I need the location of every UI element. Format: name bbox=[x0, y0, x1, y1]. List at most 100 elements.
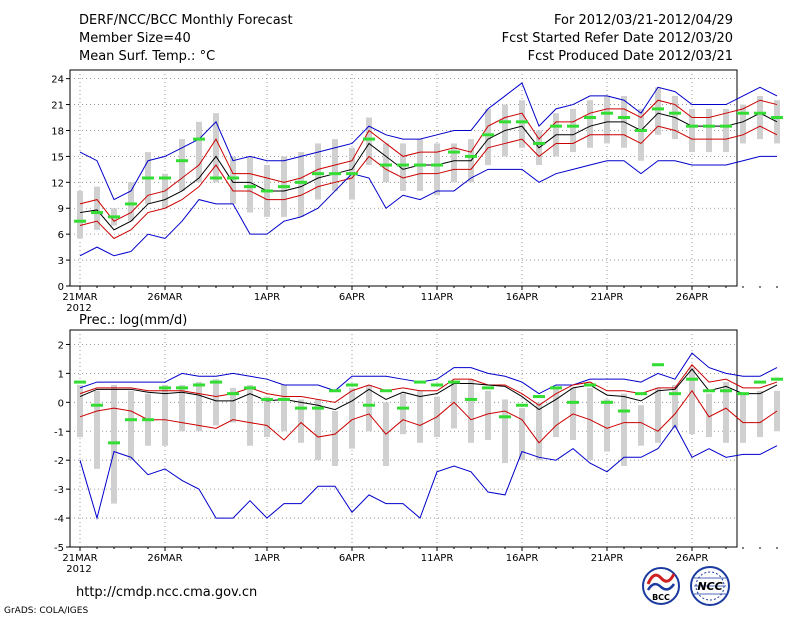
spread-box bbox=[179, 384, 185, 432]
observed-marker bbox=[482, 386, 494, 390]
spread-box bbox=[740, 393, 746, 443]
observed-marker bbox=[329, 172, 341, 176]
x-tick-label: 21MAR bbox=[62, 292, 97, 303]
y-tick-label: 0 bbox=[58, 398, 64, 409]
source-url[interactable]: http://cmdp.ncc.cma.gov.cn bbox=[76, 585, 257, 600]
spread-box bbox=[400, 393, 406, 435]
observed-marker bbox=[448, 150, 460, 154]
spread-box bbox=[179, 139, 185, 191]
series-line-min bbox=[79, 424, 778, 520]
observed-marker bbox=[312, 406, 324, 410]
x-tick-label: 16APR bbox=[506, 292, 539, 303]
x-tick-label: 26MAR bbox=[147, 292, 182, 303]
spread-box bbox=[77, 190, 83, 239]
ncc-logo-text: NCC bbox=[697, 580, 722, 593]
y-tick-label: 3 bbox=[58, 256, 64, 267]
plot-frame bbox=[69, 329, 738, 548]
observed-marker bbox=[754, 380, 766, 384]
spread-box bbox=[298, 399, 304, 443]
observed-marker bbox=[295, 180, 307, 184]
spread-box bbox=[434, 143, 440, 196]
member-size-label: Member Size=40 bbox=[79, 31, 191, 46]
y-tick-label: 2 bbox=[58, 340, 64, 351]
observed-marker bbox=[652, 107, 664, 111]
observed-marker bbox=[363, 403, 375, 407]
observed-marker bbox=[329, 389, 341, 393]
observed-marker bbox=[686, 124, 698, 128]
observed-marker bbox=[720, 389, 732, 393]
spread-box bbox=[247, 156, 253, 213]
observed-marker bbox=[635, 392, 647, 396]
spread-box bbox=[247, 384, 253, 446]
observed-marker bbox=[193, 137, 205, 141]
y-tick-label: 18 bbox=[51, 126, 64, 137]
x-tick-label: 6APR bbox=[339, 292, 365, 303]
spread-box bbox=[332, 411, 338, 466]
x-year-label: 2012 bbox=[66, 303, 91, 314]
x-tick-label: 16APR bbox=[506, 553, 539, 564]
series-line-mean bbox=[79, 112, 778, 231]
spread-box bbox=[77, 384, 83, 438]
observed-marker bbox=[108, 441, 120, 445]
series-line-mean bbox=[79, 368, 778, 411]
spread-box bbox=[196, 382, 202, 432]
spread-box bbox=[315, 399, 321, 461]
bcc-logo-text: BCC bbox=[652, 593, 670, 602]
observed-marker bbox=[278, 185, 290, 189]
observed-marker bbox=[550, 124, 562, 128]
observed-marker bbox=[567, 124, 579, 128]
spread-box bbox=[451, 143, 457, 183]
grads-credit: GrADS: COLA/IGES bbox=[4, 606, 88, 616]
observed-marker bbox=[295, 406, 307, 410]
observed-marker bbox=[618, 409, 630, 413]
spread-box bbox=[264, 396, 270, 438]
spread-box bbox=[94, 186, 100, 230]
spread-box bbox=[281, 384, 287, 432]
y-tick-label: -1 bbox=[54, 427, 64, 438]
observed-marker bbox=[499, 120, 511, 124]
observed-marker bbox=[601, 400, 613, 404]
y-tick-label: 24 bbox=[51, 75, 64, 86]
observed-marker bbox=[176, 159, 188, 163]
y-tick-label: -2 bbox=[54, 456, 64, 467]
observed-marker bbox=[244, 185, 256, 189]
spread-box bbox=[349, 387, 355, 449]
observed-marker bbox=[737, 392, 749, 396]
observed-marker bbox=[669, 111, 681, 115]
spread-box bbox=[230, 387, 236, 423]
variable-label: Mean Surf. Temp.: °C bbox=[79, 49, 215, 64]
observed-marker bbox=[91, 403, 103, 407]
series-line-max bbox=[79, 352, 778, 395]
observed-marker bbox=[669, 392, 681, 396]
observed-marker bbox=[601, 111, 613, 115]
spread-box bbox=[485, 108, 491, 166]
spread-box bbox=[740, 104, 746, 144]
observed-marker bbox=[499, 415, 511, 419]
spread-box bbox=[162, 384, 168, 446]
observed-marker bbox=[74, 219, 86, 223]
x-tick-label: 11APR bbox=[421, 553, 454, 564]
observed-marker bbox=[176, 386, 188, 390]
spread-box bbox=[587, 387, 593, 461]
spread-box bbox=[553, 387, 559, 438]
observed-marker bbox=[431, 163, 443, 167]
spread-box bbox=[366, 384, 372, 432]
spread-box bbox=[94, 390, 100, 469]
spread-box bbox=[451, 382, 457, 429]
observed-marker bbox=[448, 380, 460, 384]
y-tick-label: 9 bbox=[58, 204, 64, 215]
observed-marker bbox=[380, 163, 392, 167]
spread-box bbox=[536, 402, 542, 461]
spread-box bbox=[723, 382, 729, 443]
spread-box bbox=[468, 379, 474, 443]
spread-box bbox=[315, 143, 321, 200]
spread-box bbox=[706, 393, 712, 438]
observed-marker bbox=[261, 397, 273, 401]
y-tick-label: -5 bbox=[54, 543, 64, 554]
observed-marker bbox=[397, 163, 409, 167]
observed-marker bbox=[91, 211, 103, 215]
y-tick-label: 0 bbox=[58, 282, 64, 293]
observed-marker bbox=[414, 380, 426, 384]
spread-box bbox=[383, 143, 389, 183]
